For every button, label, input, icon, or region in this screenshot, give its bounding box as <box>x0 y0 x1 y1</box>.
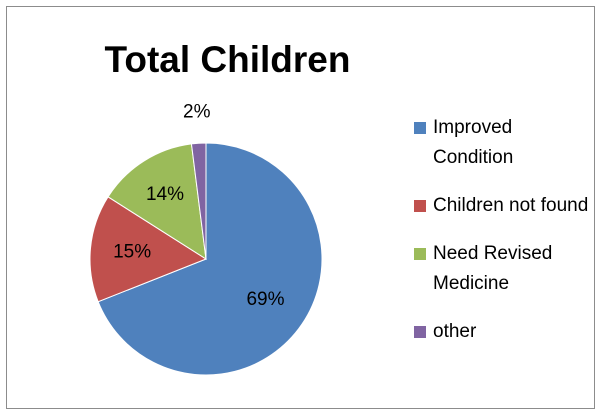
slice-data-label: 15% <box>113 242 151 263</box>
legend-label: Children not found <box>433 195 589 216</box>
legend-label: other <box>433 321 477 342</box>
chart-legend: Improved Condition Children not found Need… <box>414 113 594 347</box>
legend-swatch <box>414 200 426 212</box>
legend-label: Improved Condition <box>433 117 514 168</box>
slice-data-label: 69% <box>246 289 284 310</box>
legend-label: Need Revised Medicine <box>433 243 553 294</box>
legend-swatch <box>414 122 426 134</box>
pie-slices <box>89 142 323 376</box>
pie-labels: 69% 15% 14% 2% <box>113 101 285 309</box>
pie-slice-other <box>190 142 207 260</box>
pie-slice-need-revised-medicine <box>107 143 207 260</box>
chart-title: Total Children <box>104 39 351 80</box>
legend-entry: Children not found <box>414 191 594 221</box>
legend-entry: Improved Condition <box>414 113 594 173</box>
pie-slice-children-not-found <box>89 196 208 303</box>
legend-entry: other <box>414 317 594 347</box>
legend-swatch <box>414 248 426 260</box>
legend-swatch <box>414 326 426 338</box>
legend-entry: Need Revised Medicine <box>414 239 594 299</box>
slice-data-label: 14% <box>146 184 184 205</box>
slice-data-label: 2% <box>183 101 211 122</box>
pie-slice-improved-condition <box>97 142 323 376</box>
